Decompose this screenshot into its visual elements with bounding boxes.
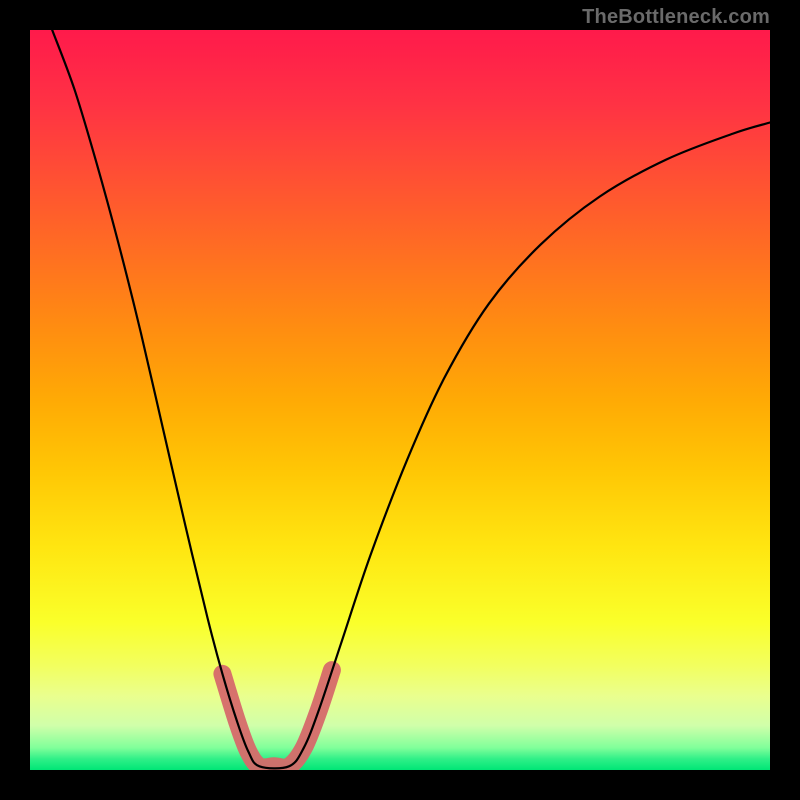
plot-area — [30, 30, 770, 770]
chart-svg — [30, 30, 770, 770]
bottleneck-curve — [52, 30, 770, 768]
watermark-text: TheBottleneck.com — [582, 6, 770, 29]
chart-frame: TheBottleneck.com — [0, 0, 800, 800]
